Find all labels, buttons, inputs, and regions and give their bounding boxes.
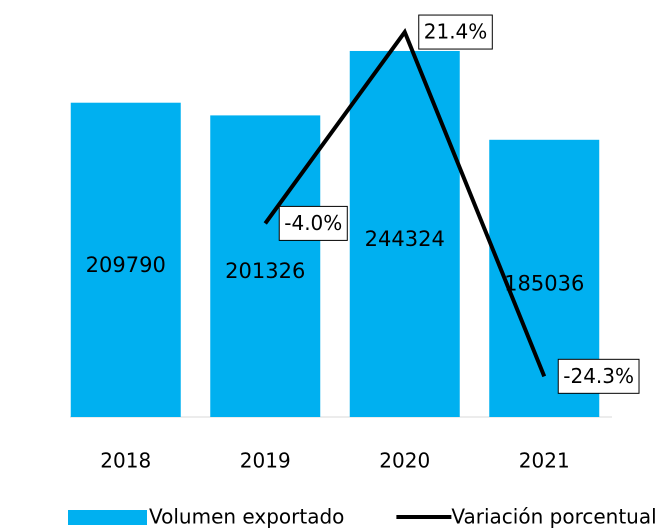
bar	[70, 102, 181, 418]
x-tick-label: 2019	[240, 449, 291, 473]
data-label: 185036	[504, 271, 584, 295]
bar	[210, 115, 321, 417]
data-label: 21.4%	[424, 20, 488, 44]
data-label-box	[418, 14, 493, 50]
x-tick-label: 2018	[100, 449, 151, 473]
data-label: -24.3%	[563, 364, 634, 388]
bar	[349, 50, 460, 418]
x-tick-label: 2021	[519, 449, 570, 473]
x-tick-label: 2020	[379, 449, 430, 473]
legend-label: Variación porcentual	[451, 505, 656, 529]
legend-label: Volumen exportado	[149, 505, 344, 529]
data-label: 209790	[86, 253, 166, 277]
data-label-box	[557, 358, 640, 394]
data-label: 244324	[365, 227, 445, 251]
data-label: 201326	[225, 259, 305, 283]
line	[263, 27, 547, 378]
data-label: -4.0%	[284, 211, 342, 235]
legend-swatch	[68, 510, 147, 525]
data-label-box	[278, 205, 348, 241]
